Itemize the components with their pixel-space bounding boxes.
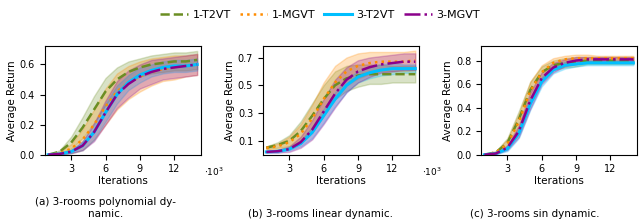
Text: (b) 3-rooms linear dynamic.: (b) 3-rooms linear dynamic. <box>248 209 392 219</box>
X-axis label: Iterations: Iterations <box>534 176 584 186</box>
X-axis label: Iterations: Iterations <box>316 176 365 186</box>
Legend: 1-T2VT, 1-MGVT, 3-T2VT, 3-MGVT: 1-T2VT, 1-MGVT, 3-T2VT, 3-MGVT <box>156 6 484 25</box>
Y-axis label: Average Return: Average Return <box>225 60 235 141</box>
Text: $\cdot 10^3$: $\cdot 10^3$ <box>422 166 442 178</box>
X-axis label: Iterations: Iterations <box>98 176 148 186</box>
Y-axis label: Average Return: Average Return <box>7 60 17 141</box>
Text: $\cdot 10^3$: $\cdot 10^3$ <box>204 166 223 178</box>
Y-axis label: Average Return: Average Return <box>443 60 453 141</box>
Text: (a) 3-rooms polynomial dy-
namic.: (a) 3-rooms polynomial dy- namic. <box>35 197 176 219</box>
Text: (c) 3-rooms sin dynamic.: (c) 3-rooms sin dynamic. <box>470 209 599 219</box>
